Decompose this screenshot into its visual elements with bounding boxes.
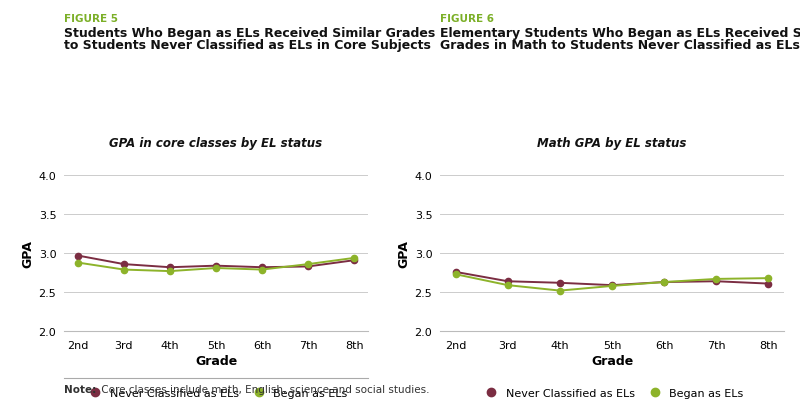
- Legend: Never Classified as ELs, Began as ELs: Never Classified as ELs, Began as ELs: [80, 384, 352, 402]
- X-axis label: Grade: Grade: [195, 355, 237, 367]
- Text: Core classes include math, English, science and social studies.: Core classes include math, English, scie…: [98, 384, 430, 393]
- Legend: Never Classified as ELs, Began as ELs: Never Classified as ELs, Began as ELs: [476, 384, 748, 402]
- Text: FIGURE 6: FIGURE 6: [440, 14, 494, 24]
- X-axis label: Grade: Grade: [591, 355, 633, 367]
- Text: to Students Never Classified as ELs in Core Subjects: to Students Never Classified as ELs in C…: [64, 39, 431, 52]
- Y-axis label: GPA: GPA: [398, 240, 410, 267]
- Text: Grades in Math to Students Never Classified as ELs: Grades in Math to Students Never Classif…: [440, 39, 800, 52]
- Text: Elementary Students Who Began as ELs Received Similar: Elementary Students Who Began as ELs Rec…: [440, 27, 800, 40]
- Text: GPA in core classes by EL status: GPA in core classes by EL status: [110, 136, 322, 149]
- Text: Students Who Began as ELs Received Similar Grades: Students Who Began as ELs Received Simil…: [64, 27, 435, 40]
- Y-axis label: GPA: GPA: [22, 240, 34, 267]
- Text: FIGURE 5: FIGURE 5: [64, 14, 118, 24]
- Text: Note:: Note:: [64, 384, 96, 393]
- Text: Math GPA by EL status: Math GPA by EL status: [538, 136, 686, 149]
